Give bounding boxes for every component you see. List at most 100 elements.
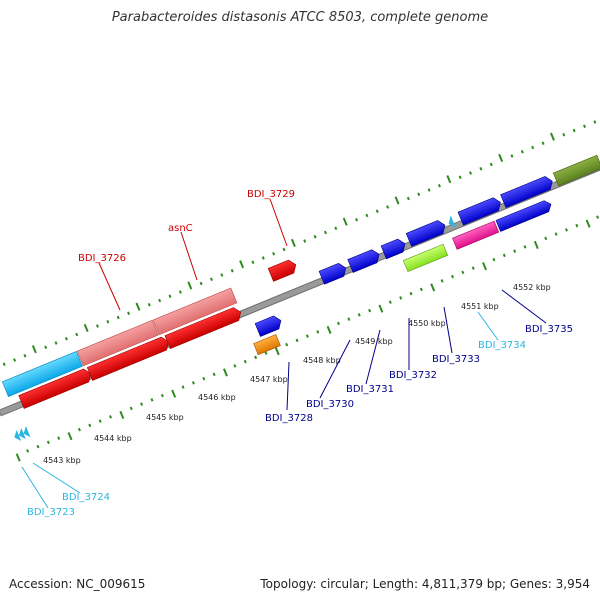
tick-minor — [160, 393, 164, 398]
tick-minor — [388, 300, 392, 304]
gene-BDI-3728-blue[interactable] — [254, 314, 283, 337]
gene-cyan-upper[interactable] — [1, 351, 83, 397]
tick-minor — [564, 228, 568, 232]
tick-minor — [158, 298, 162, 303]
tick-minor — [129, 406, 133, 411]
tick-major — [83, 323, 89, 333]
tick-minor — [355, 217, 359, 222]
tick-minor — [303, 239, 307, 243]
gene-BDI-3730[interactable] — [318, 261, 348, 285]
gene-label-bdi-3735[interactable]: BDI_3735 — [525, 324, 573, 335]
tick-minor — [220, 273, 224, 277]
tick-minor — [127, 311, 131, 316]
tick-minor — [272, 251, 276, 256]
gene-blue-upper-1[interactable] — [457, 196, 503, 226]
tick-major — [394, 196, 400, 205]
tick-major — [430, 283, 436, 292]
kbp-label: 4551 kbp — [461, 302, 499, 311]
tick-minor — [440, 279, 444, 283]
gene-BDI-3729[interactable] — [267, 258, 298, 282]
leader-line-bdi-3726 — [98, 262, 121, 311]
tick-minor — [399, 296, 403, 300]
leader-line-bdi-3733 — [443, 306, 453, 354]
tick-major — [31, 345, 37, 354]
tick-minor — [575, 223, 579, 228]
tick-minor — [406, 196, 410, 201]
tick-major — [290, 238, 296, 248]
gene-blue-lower[interactable] — [495, 199, 553, 232]
tick-major — [533, 240, 539, 249]
tick-minor — [109, 415, 113, 419]
kbp-label: 4552 kbp — [513, 283, 551, 292]
gene-label-bdi-3724[interactable]: BDI_3724 — [62, 492, 110, 503]
gene-red-lower-3[interactable] — [164, 306, 243, 349]
gene-label-bdi-3733[interactable]: BDI_3733 — [432, 354, 480, 365]
tick-minor — [243, 359, 247, 364]
tick-minor — [230, 268, 234, 273]
gene-BDI-3728[interactable] — [253, 334, 281, 356]
tick-minor — [450, 274, 454, 279]
kbp-label: 4544 kbp — [94, 434, 132, 443]
kbp-label: 4545 kbp — [146, 413, 184, 422]
gene-label-bdi-3723[interactable]: BDI_3723 — [27, 507, 75, 518]
gene-BDI-3731[interactable] — [347, 248, 382, 273]
tick-major — [585, 219, 591, 228]
gene-magenta[interactable] — [452, 220, 500, 250]
tick-minor — [417, 192, 421, 197]
gene-cyan-small-3[interactable] — [21, 426, 31, 439]
tick-minor — [209, 277, 213, 282]
tick-minor — [572, 128, 576, 133]
gene-cyan-small-1[interactable] — [12, 429, 22, 443]
tick-minor — [199, 281, 203, 286]
tick-major — [498, 153, 504, 163]
gene-BDI-3733[interactable] — [405, 219, 447, 247]
gene-asnC[interactable] — [76, 319, 159, 367]
gene-label-bdi-3726[interactable]: BDI_3726 — [78, 253, 126, 264]
gene-BDI-3732[interactable] — [380, 237, 408, 260]
tick-minor — [95, 324, 99, 328]
tick-minor — [502, 253, 506, 258]
tick-minor — [544, 236, 548, 241]
gene-red-lower-1[interactable] — [18, 367, 94, 409]
tick-minor — [531, 145, 535, 150]
tick-minor — [178, 290, 182, 294]
gene-BDI-3726[interactable] — [152, 287, 238, 336]
leader-line-bdi-3730 — [319, 339, 351, 399]
tick-minor — [510, 154, 514, 158]
gene-label-bdi-3729[interactable]: BDI_3729 — [247, 189, 295, 200]
gene-label-bdi-3732[interactable]: BDI_3732 — [389, 370, 437, 381]
tick-minor — [337, 321, 340, 326]
gene-label-bdi-3731[interactable]: BDI_3731 — [346, 384, 394, 395]
tick-minor — [212, 372, 216, 377]
gene-cyan-small-2[interactable] — [17, 428, 26, 441]
gene-label-asnc[interactable]: asnC — [168, 223, 193, 234]
tick-minor — [26, 449, 30, 453]
tick-minor — [365, 213, 369, 218]
tick-row-lower — [15, 215, 600, 462]
tick-minor — [251, 260, 255, 265]
tick-minor — [46, 440, 50, 445]
leader-line-bdi-3734 — [477, 311, 499, 341]
gene-red-lower-2[interactable] — [86, 335, 171, 381]
tick-minor — [419, 287, 423, 292]
topology-label: Topology: circular; Length: 4,811,379 bp… — [260, 577, 590, 591]
gene-BDI-3734-upper[interactable] — [446, 215, 456, 230]
gene-lime[interactable] — [402, 243, 449, 273]
tick-minor — [254, 355, 258, 360]
tick-major — [67, 432, 73, 441]
tick-major — [342, 217, 348, 226]
gene-blue-upper-2[interactable] — [500, 175, 555, 209]
gene-label-bdi-3728[interactable]: BDI_3728 — [265, 413, 313, 424]
tick-minor — [64, 336, 68, 341]
tick-minor — [285, 342, 289, 347]
gene-label-bdi-3734[interactable]: BDI_3734 — [478, 340, 526, 351]
kbp-label: 4549 kbp — [355, 337, 393, 346]
tick-minor — [75, 332, 79, 337]
tick-minor — [88, 423, 92, 428]
tick-minor — [106, 319, 110, 324]
gene-olive[interactable] — [552, 154, 600, 187]
tick-minor — [116, 315, 120, 320]
tick-minor — [347, 317, 351, 321]
tick-minor — [334, 226, 338, 231]
gene-label-bdi-3730[interactable]: BDI_3730 — [306, 399, 354, 410]
